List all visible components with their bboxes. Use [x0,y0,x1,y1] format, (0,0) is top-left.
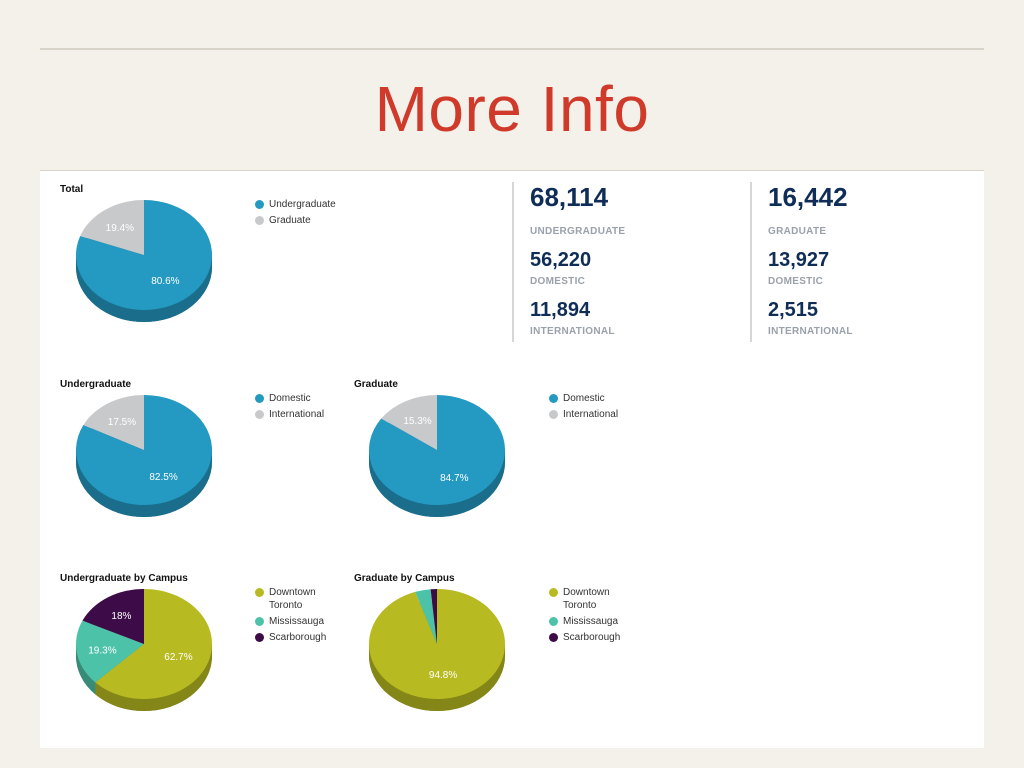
pie-slice-graduate [80,200,144,255]
legend-graduate: Domestic International [549,392,618,424]
legend-label: Domestic [269,393,311,404]
legend-label: Domestic [563,393,605,404]
pie-slice-scarborough [82,589,144,644]
stats-graduate: 16,442 GRADUATE 13,927 DOMESTIC 2,515 IN… [750,182,853,342]
pie-label-graduate: 19.4% [106,223,134,234]
pie-chart-graduate-by-campus: 94.8% [369,589,505,711]
legend-label: Scarborough [269,632,327,643]
legend-item-downtown-toronto: Downtown Toronto [549,586,625,612]
pie-slice-international [381,395,437,450]
stat-undergraduate-domestic: 56,220 [530,249,592,271]
legend-item-scarborough: Scarborough [549,631,625,644]
stat-undergraduate-international: 11,894 [530,299,591,321]
legend-label: Mississauga [269,616,325,627]
stat-undergraduate-domestic-label: DOMESTIC [530,276,586,287]
legend-swatch [255,588,264,597]
chart-title-total: Total [60,184,84,195]
panel-divider [40,170,984,171]
legend-swatch [255,216,264,225]
legend-swatch [255,410,264,419]
stat-graduate-total-label: GRADUATE [768,226,827,237]
stat-undergraduate-international-label: INTERNATIONAL [530,326,615,337]
legend-label: International [269,409,325,420]
pie-side-domestic [76,450,212,517]
legend-graduate-by-campus: Downtown Toronto Mississauga Scarborough [549,586,625,647]
legend-swatch [549,617,558,626]
legend-label: Mississauga [563,616,619,627]
pie-side-mississauga [76,644,96,695]
pie-chart-undergraduate-by-campus: 62.7% 19.3% 18% [75,589,212,711]
stats-undergraduate: 68,114 UNDERGRADUATE 56,220 DOMESTIC 11,… [512,182,625,342]
legend-swatch [549,394,558,403]
pie-side-downtown-toronto [95,644,212,711]
legend-item-graduate: Graduate [255,214,331,227]
pie-label-downtown-toronto: 94.8% [429,670,457,681]
legend-swatch [255,394,264,403]
legend-label: Downtown Toronto [563,587,610,611]
legend-undergraduate-by-campus: Downtown Toronto Mississauga Scarborough [255,586,331,647]
legend-label: International [563,409,619,420]
pie-chart-total: 80.6% 19.4% [75,200,213,322]
legend-swatch [255,633,264,642]
legend-item-mississauga: Mississauga [549,615,625,628]
pie-chart-undergraduate: 82.5% 17.5% [76,395,212,517]
chart-title-undergraduate: Undergraduate [60,379,132,390]
content-panel: Total 80.6% 19.4% Undergraduate Graduate U… [40,170,984,748]
pie-slice-undergraduate [75,200,213,310]
pie-label-international: 15.3% [403,416,431,427]
pie-label-domestic: 82.5% [149,472,177,483]
pie-label-downtown-toronto: 62.7% [164,652,192,663]
pie-chart-graduate: 84.7% 15.3% [369,395,505,517]
legend-label: Downtown Toronto [269,587,316,611]
pie-label-scarborough: 18% [111,611,131,622]
legend-undergraduate: Domestic International [255,392,324,424]
pie-slice-mississauga [75,620,144,683]
pie-label-international: 17.5% [108,417,136,428]
legend-label: Undergraduate [269,199,336,210]
stat-graduate-domestic-label: DOMESTIC [768,276,824,287]
stat-graduate-international-label: INTERNATIONAL [768,326,853,337]
pie-slice-downtown-toronto [95,589,212,699]
legend-label: Scarborough [563,632,621,643]
chart-title-graduate: Graduate [354,379,398,390]
stat-graduate-domestic: 13,927 [768,249,830,271]
slide-title: More Info [374,73,650,145]
legend-label: Graduate [269,215,311,226]
stat-graduate-total: 16,442 [768,182,848,212]
pie-label-undergraduate: 80.6% [151,276,179,287]
bottom-band [0,748,1024,768]
stat-undergraduate-total: 68,114 [530,182,609,212]
stat-graduate-international: 2,515 [768,299,819,321]
legend-item-scarborough: Scarborough [255,631,331,644]
legend-item-international: International [549,408,618,421]
pie-side-downtown-toronto [369,644,505,711]
legend-swatch [549,410,558,419]
legend-swatch [549,633,558,642]
top-divider [40,48,984,50]
legend-item-mississauga: Mississauga [255,615,331,628]
legend-item-downtown-toronto: Downtown Toronto [255,586,331,612]
pie-slice-international [83,395,144,450]
pie-label-domestic: 84.7% [440,473,468,484]
legend-swatch [549,588,558,597]
legend-item-domestic: Domestic [549,392,618,405]
pie-side-domestic [369,450,505,517]
legend-item-undergraduate: Undergraduate [255,198,336,211]
pie-slice-scarborough [430,589,437,644]
legend-total: Undergraduate Graduate [255,198,336,230]
legend-swatch [255,617,264,626]
chart-title-graduate-by-campus: Graduate by Campus [354,573,455,584]
stat-undergraduate-total-label: UNDERGRADUATE [530,226,626,237]
chart-title-undergraduate-by-campus: Undergraduate by Campus [60,573,188,584]
legend-item-international: International [255,408,324,421]
pie-side-undergraduate [76,255,212,322]
pie-slice-mississauga [415,589,437,644]
pie-label-mississauga: 19.3% [88,646,116,657]
legend-item-domestic: Domestic [255,392,324,405]
legend-swatch [255,200,264,209]
